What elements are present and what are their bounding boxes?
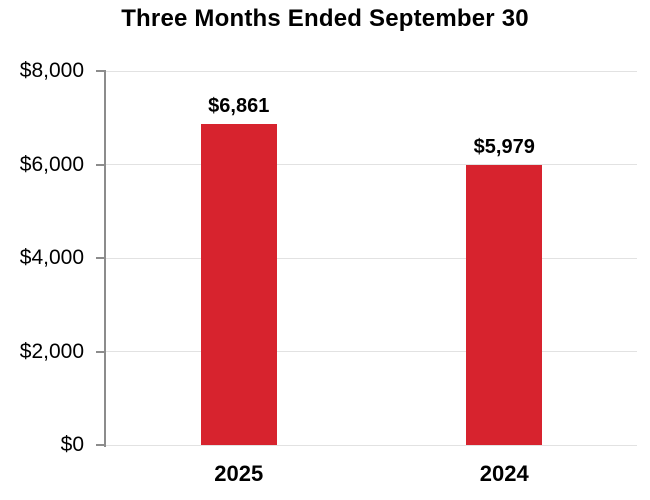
bar-value-label: $6,861 <box>208 95 270 118</box>
y-axis-line <box>104 71 106 447</box>
gridline <box>106 444 637 446</box>
chart-title: Three Months Ended September 30 <box>121 5 529 32</box>
y-axis-tick <box>96 444 106 446</box>
bar-2024 <box>466 165 543 445</box>
bar-2025 <box>200 124 277 445</box>
gridline <box>106 351 637 352</box>
y-axis-tick <box>96 163 106 166</box>
y-axis-tick-label: $8,000 <box>19 59 84 82</box>
y-axis-tick-label: $2,000 <box>19 339 84 363</box>
y-axis-tick <box>96 70 106 72</box>
y-axis-tick-label: $0 <box>60 433 84 456</box>
y-axis-tick-label: $4,000 <box>19 246 84 269</box>
x-axis-category-label: 2024 <box>479 461 529 486</box>
bar-value-label: $5,979 <box>473 136 535 159</box>
y-axis-tick <box>96 257 106 259</box>
x-axis-category-label: 2025 <box>214 461 264 486</box>
gridline <box>106 164 637 165</box>
gridline <box>106 257 637 259</box>
y-axis-tick <box>96 350 106 353</box>
gridline <box>106 70 637 72</box>
y-axis-tick-label: $6,000 <box>19 152 84 176</box>
